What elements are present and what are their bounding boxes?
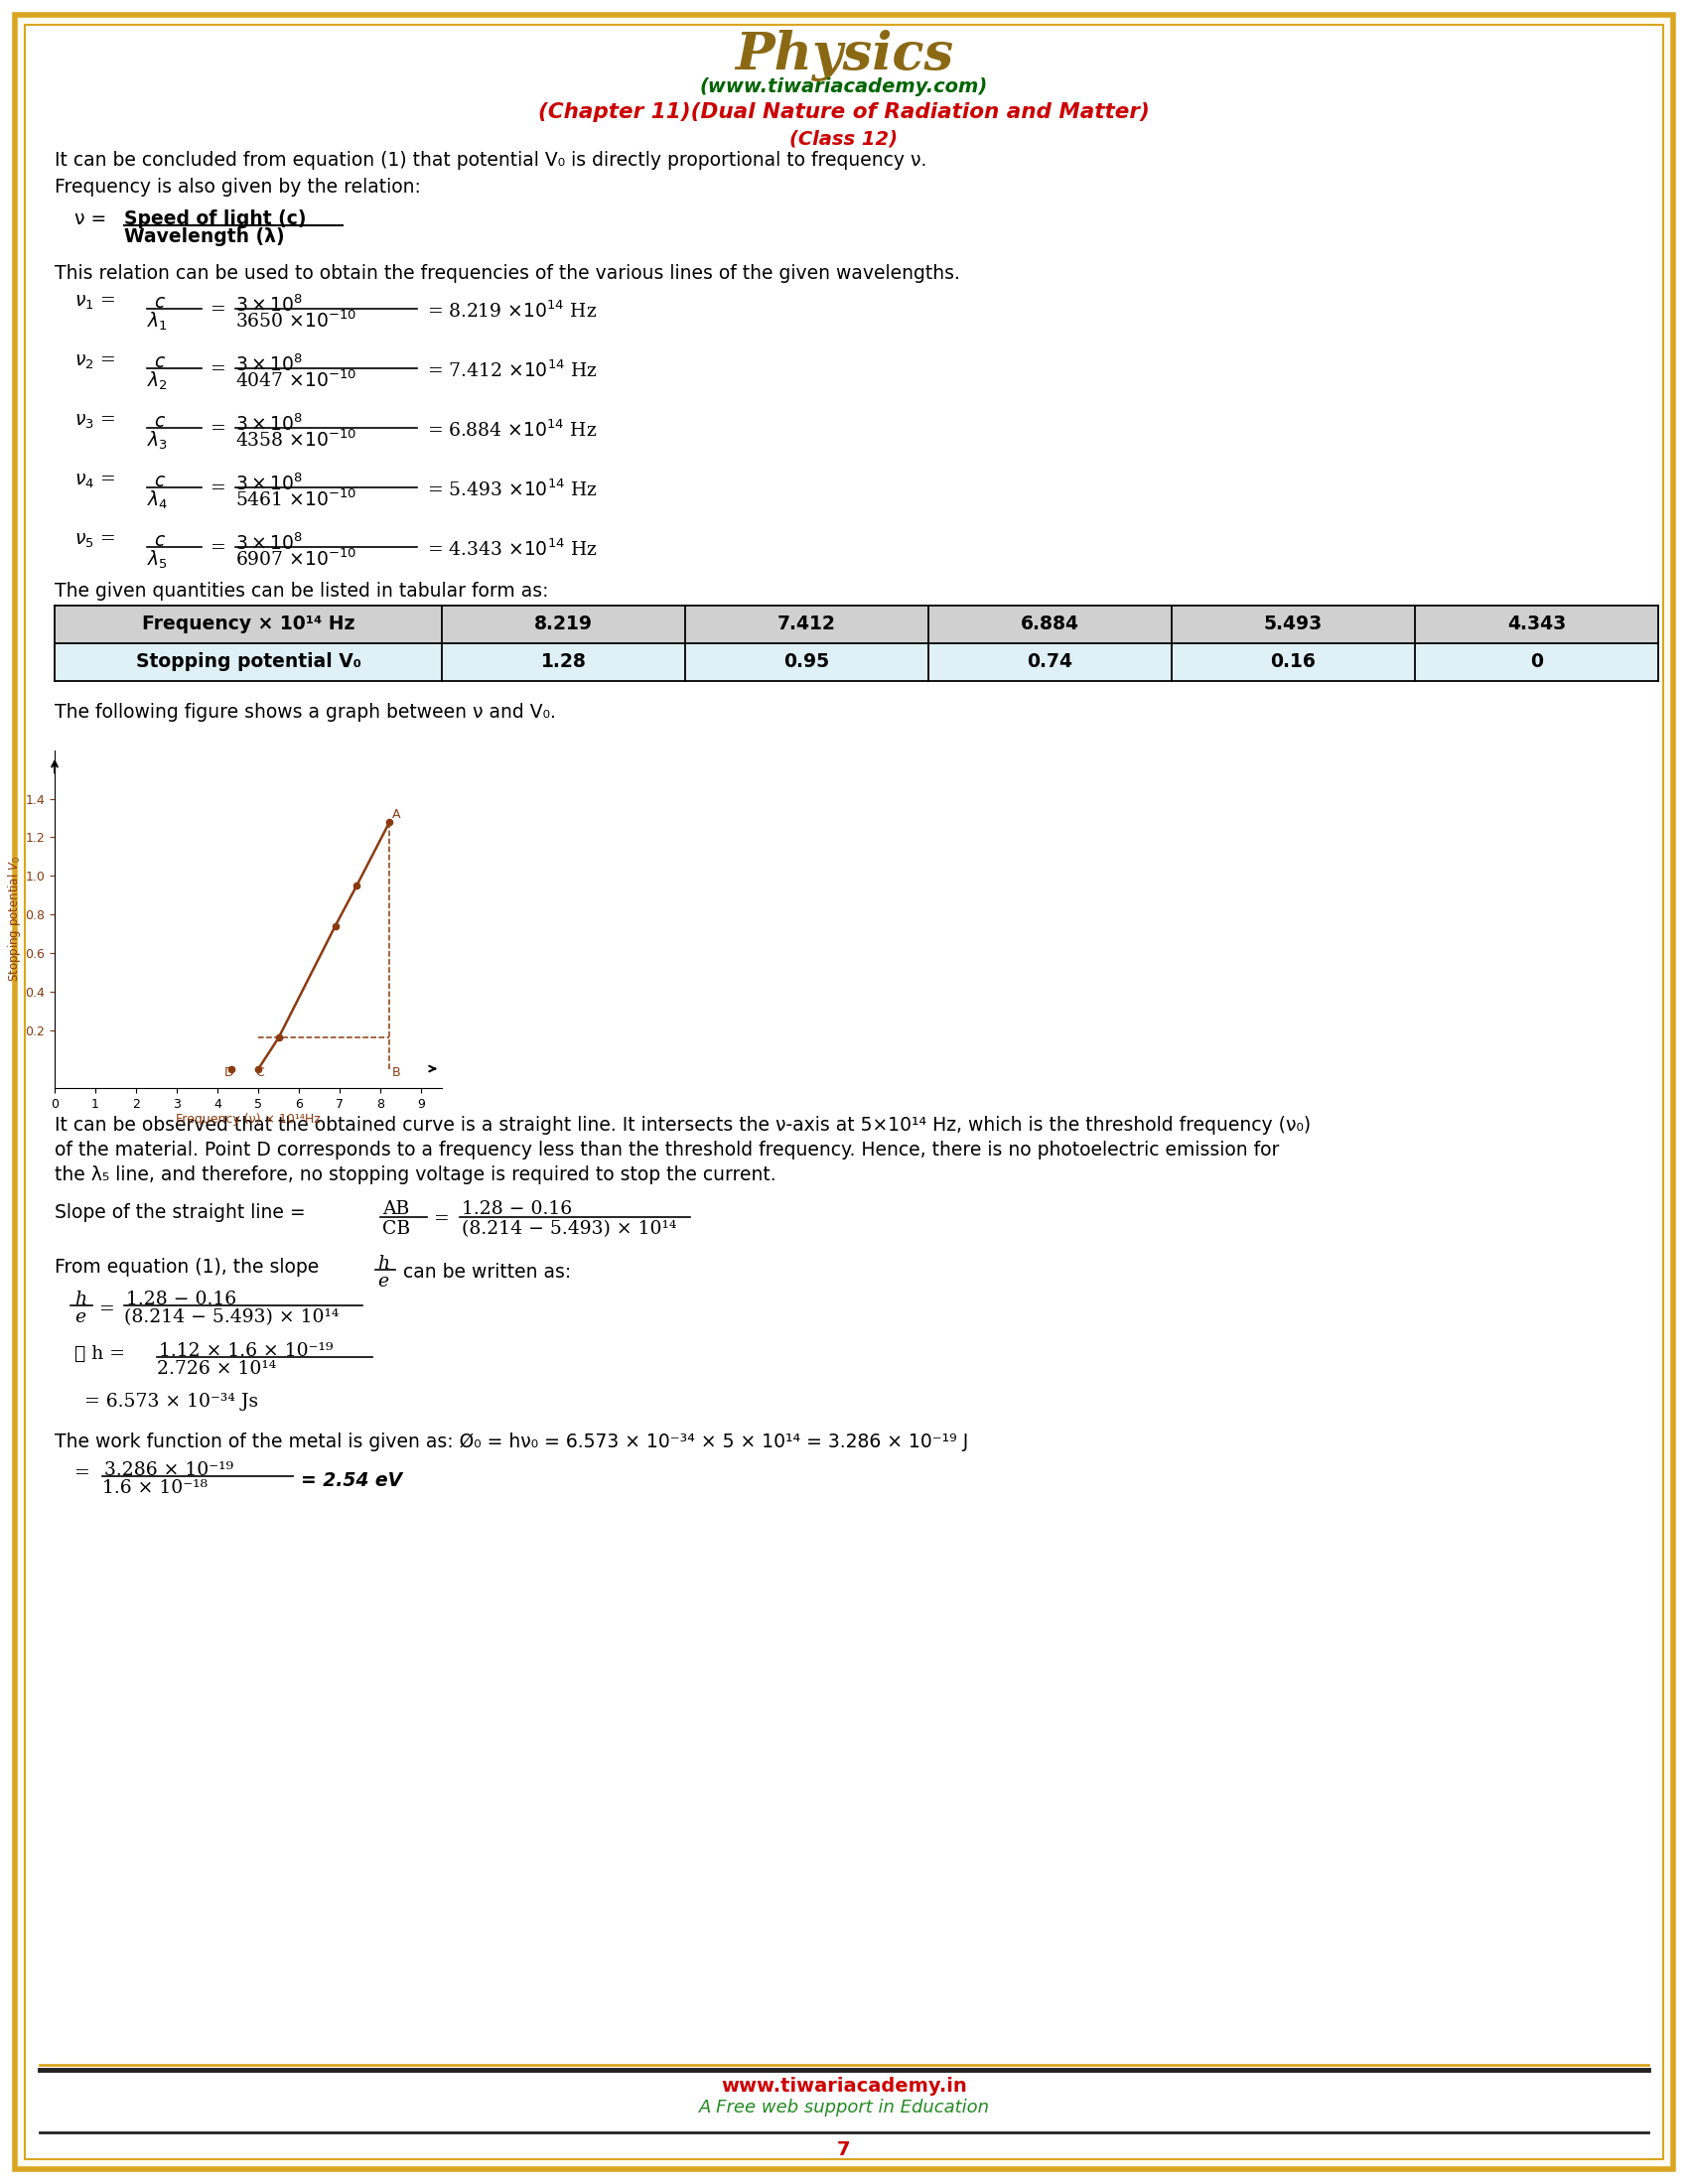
Text: 4047 $\times 10^{-10}$: 4047 $\times 10^{-10}$: [235, 371, 356, 391]
Text: 5.493: 5.493: [1264, 616, 1323, 633]
Text: = 8.219 $\times 10^{14}$ Hz: = 8.219 $\times 10^{14}$ Hz: [427, 301, 598, 321]
Text: $\nu_4$ =: $\nu_4$ =: [74, 472, 115, 491]
Text: 0.16: 0.16: [1271, 653, 1317, 673]
Text: $\lambda_2$: $\lambda_2$: [147, 371, 167, 393]
Text: 7.412: 7.412: [778, 616, 836, 633]
Text: 3.286 × 10⁻¹⁹: 3.286 × 10⁻¹⁹: [105, 1461, 233, 1479]
Text: 3650 $\times 10^{-10}$: 3650 $\times 10^{-10}$: [235, 310, 356, 332]
Text: AB: AB: [381, 1201, 408, 1219]
Text: 7: 7: [837, 2140, 851, 2160]
Text: $c$: $c$: [154, 413, 165, 430]
Text: (8.214 − 5.493) × 10¹⁴: (8.214 − 5.493) × 10¹⁴: [125, 1308, 339, 1326]
Text: $\lambda_3$: $\lambda_3$: [147, 430, 169, 452]
Text: can be written as:: can be written as:: [403, 1262, 571, 1282]
Text: =: =: [211, 360, 226, 378]
Text: $\nu_2$ =: $\nu_2$ =: [74, 354, 115, 371]
Text: $\lambda_5$: $\lambda_5$: [147, 548, 167, 570]
Text: $\nu_5$ =: $\nu_5$ =: [74, 533, 115, 550]
Text: ν =: ν =: [74, 210, 106, 229]
Text: =: =: [211, 419, 226, 437]
Text: Physics: Physics: [734, 31, 954, 81]
Text: It can be observed that the obtained curve is a straight line. It intersects the: It can be observed that the obtained cur…: [54, 1116, 1312, 1136]
Text: =: =: [434, 1210, 449, 1227]
Text: $c$: $c$: [154, 533, 165, 550]
Text: $3 \times 10^8$: $3 \times 10^8$: [235, 472, 304, 494]
Text: 1.28 − 0.16: 1.28 − 0.16: [127, 1291, 236, 1308]
Text: 1.28: 1.28: [540, 653, 586, 673]
Text: It can be concluded from equation (1) that potential V₀ is directly proportional: It can be concluded from equation (1) th…: [54, 151, 927, 170]
Text: ∴ h =: ∴ h =: [74, 1345, 125, 1363]
Text: = 4.343 $\times 10^{14}$ Hz: = 4.343 $\times 10^{14}$ Hz: [427, 539, 598, 561]
Text: =: =: [74, 1463, 89, 1483]
Text: $\nu_1$ =: $\nu_1$ =: [74, 295, 115, 312]
Text: $\nu_3$ =: $\nu_3$ =: [74, 413, 115, 430]
Text: $\lambda_4$: $\lambda_4$: [147, 489, 169, 511]
Text: Frequency × 10¹⁴ Hz: Frequency × 10¹⁴ Hz: [142, 616, 354, 633]
Text: (Chapter 11)(Dual Nature of Radiation and Matter): (Chapter 11)(Dual Nature of Radiation an…: [538, 103, 1150, 122]
Text: (8.214 − 5.493) × 10¹⁴: (8.214 − 5.493) × 10¹⁴: [463, 1221, 677, 1238]
Text: $3 \times 10^8$: $3 \times 10^8$: [235, 295, 304, 314]
Text: 4358 $\times 10^{-10}$: 4358 $\times 10^{-10}$: [235, 430, 356, 452]
Text: =: =: [211, 301, 226, 319]
Text: = 6.884 $\times 10^{14}$ Hz: = 6.884 $\times 10^{14}$ Hz: [427, 419, 598, 441]
Text: 4.343: 4.343: [1507, 616, 1566, 633]
Text: Stopping potential V₀: Stopping potential V₀: [135, 653, 361, 673]
Text: 5461 $\times 10^{-10}$: 5461 $\times 10^{-10}$: [235, 489, 356, 511]
Text: CB: CB: [381, 1221, 410, 1238]
Text: = 6.573 × 10⁻³⁴ Js: = 6.573 × 10⁻³⁴ Js: [84, 1393, 258, 1411]
Text: $c$: $c$: [154, 295, 165, 312]
Text: = 5.493 $\times 10^{14}$ Hz: = 5.493 $\times 10^{14}$ Hz: [427, 480, 598, 500]
Text: The work function of the metal is given as: Ø₀ = hν₀ = 6.573 × 10⁻³⁴ × 5 × 10¹⁴ : The work function of the metal is given …: [54, 1433, 969, 1452]
Text: = 2.54 eV: = 2.54 eV: [300, 1472, 402, 1489]
Text: www.tiwariacademy.in: www.tiwariacademy.in: [721, 2077, 967, 2097]
Text: 0: 0: [1529, 653, 1543, 673]
Text: 8.219: 8.219: [533, 616, 592, 633]
Text: Wavelength (λ): Wavelength (λ): [125, 227, 285, 247]
Text: 6907 $\times 10^{-10}$: 6907 $\times 10^{-10}$: [235, 548, 356, 570]
Text: 1.12 × 1.6 × 10⁻¹⁹: 1.12 × 1.6 × 10⁻¹⁹: [159, 1343, 333, 1361]
Text: $c$: $c$: [154, 354, 165, 371]
Text: the λ₅ line, and therefore, no stopping voltage is required to stop the current.: the λ₅ line, and therefore, no stopping …: [54, 1166, 776, 1184]
Text: h: h: [74, 1291, 86, 1308]
Text: h: h: [378, 1256, 390, 1273]
Text: Speed of light (c): Speed of light (c): [125, 210, 306, 229]
Text: Slope of the straight line =: Slope of the straight line =: [54, 1203, 311, 1223]
Text: =: =: [211, 480, 226, 498]
Text: $3 \times 10^8$: $3 \times 10^8$: [235, 354, 304, 376]
Text: 0.74: 0.74: [1028, 653, 1074, 673]
Text: 1.28 − 0.16: 1.28 − 0.16: [463, 1201, 572, 1219]
Text: $3 \times 10^8$: $3 \times 10^8$: [235, 413, 304, 435]
Text: The following figure shows a graph between ν and V₀.: The following figure shows a graph betwe…: [54, 703, 555, 721]
Text: of the material. Point D corresponds to a frequency less than the threshold freq: of the material. Point D corresponds to …: [54, 1140, 1280, 1160]
Text: (www.tiwariacademy.com): (www.tiwariacademy.com): [701, 76, 987, 96]
Text: A Free web support in Education: A Free web support in Education: [699, 2099, 989, 2116]
Text: 0.95: 0.95: [783, 653, 830, 673]
Text: e: e: [74, 1308, 86, 1326]
Bar: [54, 605, 1658, 644]
Text: 6.884: 6.884: [1021, 616, 1079, 633]
Text: (Class 12): (Class 12): [790, 129, 898, 149]
Text: 2.726 × 10¹⁴: 2.726 × 10¹⁴: [157, 1361, 277, 1378]
Text: =: =: [211, 539, 226, 557]
Text: = 7.412 $\times 10^{14}$ Hz: = 7.412 $\times 10^{14}$ Hz: [427, 360, 598, 382]
Text: $3 \times 10^8$: $3 \times 10^8$: [235, 533, 304, 553]
Text: Frequency is also given by the relation:: Frequency is also given by the relation:: [54, 177, 420, 197]
Text: $\lambda_1$: $\lambda_1$: [147, 310, 167, 332]
Text: 1.6 × 10⁻¹⁸: 1.6 × 10⁻¹⁸: [103, 1479, 208, 1496]
Text: The given quantities can be listed in tabular form as:: The given quantities can be listed in ta…: [54, 581, 549, 601]
Bar: [54, 644, 1658, 681]
Text: e: e: [378, 1273, 388, 1291]
Text: $c$: $c$: [154, 472, 165, 491]
Text: This relation can be used to obtain the frequencies of the various lines of the : This relation can be used to obtain the …: [54, 264, 960, 284]
Text: From equation (1), the slope: From equation (1), the slope: [54, 1258, 324, 1278]
Text: =: =: [100, 1299, 115, 1319]
